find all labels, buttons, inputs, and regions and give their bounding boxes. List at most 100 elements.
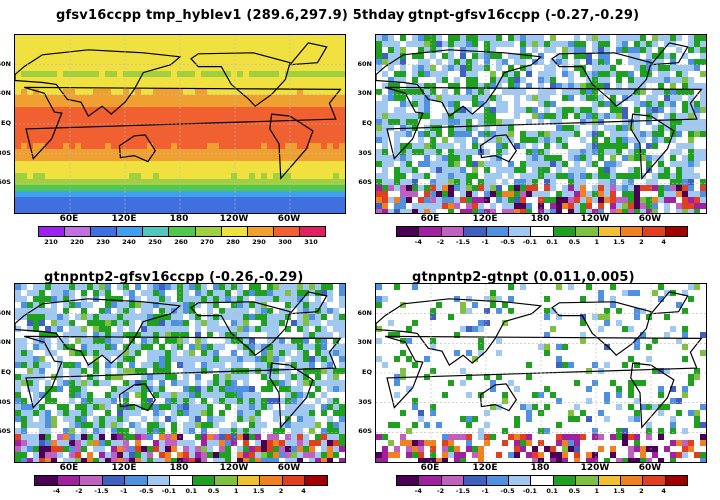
map-cell — [315, 173, 321, 179]
map-cell — [321, 113, 327, 119]
map-cell — [460, 131, 466, 137]
map-cell — [592, 173, 598, 179]
map-cell — [183, 161, 189, 167]
map-cell — [99, 131, 105, 137]
colorbar-swatch — [221, 227, 248, 236]
map-cell — [550, 71, 556, 77]
map-cell — [550, 95, 556, 101]
map-cell — [562, 83, 568, 89]
map-cell — [237, 161, 243, 167]
map-cell — [147, 149, 153, 155]
map-cell — [123, 296, 129, 302]
map-cell — [688, 131, 694, 137]
map-cell — [81, 446, 87, 452]
map-cell — [376, 143, 382, 149]
map-cell — [33, 368, 39, 374]
map-cell — [87, 350, 93, 356]
map-cell — [526, 125, 532, 131]
map-cell — [664, 53, 670, 59]
map-cell — [111, 77, 117, 83]
map-cell — [117, 197, 123, 203]
map-cell — [21, 392, 27, 398]
map-cell — [207, 434, 213, 440]
map-cell — [153, 191, 159, 197]
map-cell — [21, 209, 27, 213]
map-cell — [249, 197, 255, 203]
map-cell — [141, 47, 147, 53]
map-cell — [225, 167, 231, 173]
map-cell — [616, 59, 622, 65]
map-cell — [243, 185, 249, 191]
map-cell — [81, 422, 87, 428]
map-cell — [273, 167, 279, 173]
map-cell — [327, 326, 333, 332]
map-cell — [45, 107, 51, 113]
map-cell — [51, 83, 57, 89]
map-cell — [550, 149, 556, 155]
map-cell — [430, 167, 436, 173]
map-cell — [297, 338, 303, 344]
map-cell — [327, 209, 333, 213]
map-cell — [33, 167, 39, 173]
map-cell — [207, 440, 213, 446]
map-cell — [508, 101, 514, 107]
map-cell — [568, 209, 574, 213]
map-cell — [526, 65, 532, 71]
map-cell — [105, 434, 111, 440]
map-cell — [574, 119, 580, 125]
map-cell — [33, 284, 39, 290]
map-cell — [508, 191, 514, 197]
map-cell — [93, 404, 99, 410]
map-cell — [213, 338, 219, 344]
map-cell — [153, 374, 159, 380]
map-cell — [321, 167, 327, 173]
map-cell — [231, 314, 237, 320]
map-cell — [69, 77, 75, 83]
map-cell — [315, 350, 321, 356]
map-cell — [33, 290, 39, 296]
map-cell — [117, 284, 123, 290]
map-cell — [616, 167, 622, 173]
map-cell — [267, 173, 273, 179]
map-cell — [111, 113, 117, 119]
map-cell — [315, 89, 321, 95]
map-cell — [255, 386, 261, 392]
map-cell — [279, 95, 285, 101]
map-cell — [99, 107, 105, 113]
map-cell — [598, 173, 604, 179]
map-cell — [568, 83, 574, 89]
map-cell — [225, 374, 231, 380]
map-cell — [201, 185, 207, 191]
map-cell — [532, 83, 538, 89]
map-cell — [201, 314, 207, 320]
map-cell — [69, 284, 75, 290]
map-cell — [39, 47, 45, 53]
map-cell — [297, 77, 303, 83]
map-cell — [27, 191, 33, 197]
map-cell — [466, 65, 472, 71]
map-cell — [69, 422, 75, 428]
map-cell — [309, 83, 315, 89]
map-cell — [183, 374, 189, 380]
map-cell — [93, 161, 99, 167]
map-cell — [189, 320, 195, 326]
map-cell — [33, 440, 39, 446]
map-cell — [45, 191, 51, 197]
map-cell — [81, 434, 87, 440]
map-cell — [652, 41, 658, 47]
map-cell — [273, 59, 279, 65]
map-cell — [21, 386, 27, 392]
map-cell — [412, 191, 418, 197]
map-cell — [39, 143, 45, 149]
map-cell — [502, 41, 508, 47]
map-cell — [682, 83, 688, 89]
map-cell — [448, 95, 454, 101]
map-cell — [502, 35, 508, 41]
map-cell — [147, 107, 153, 113]
map-cell — [376, 89, 382, 95]
map-cell — [514, 95, 520, 101]
map-cell — [69, 410, 75, 416]
map-cell — [255, 71, 261, 77]
map-cell — [195, 416, 201, 422]
map-cell — [195, 308, 201, 314]
